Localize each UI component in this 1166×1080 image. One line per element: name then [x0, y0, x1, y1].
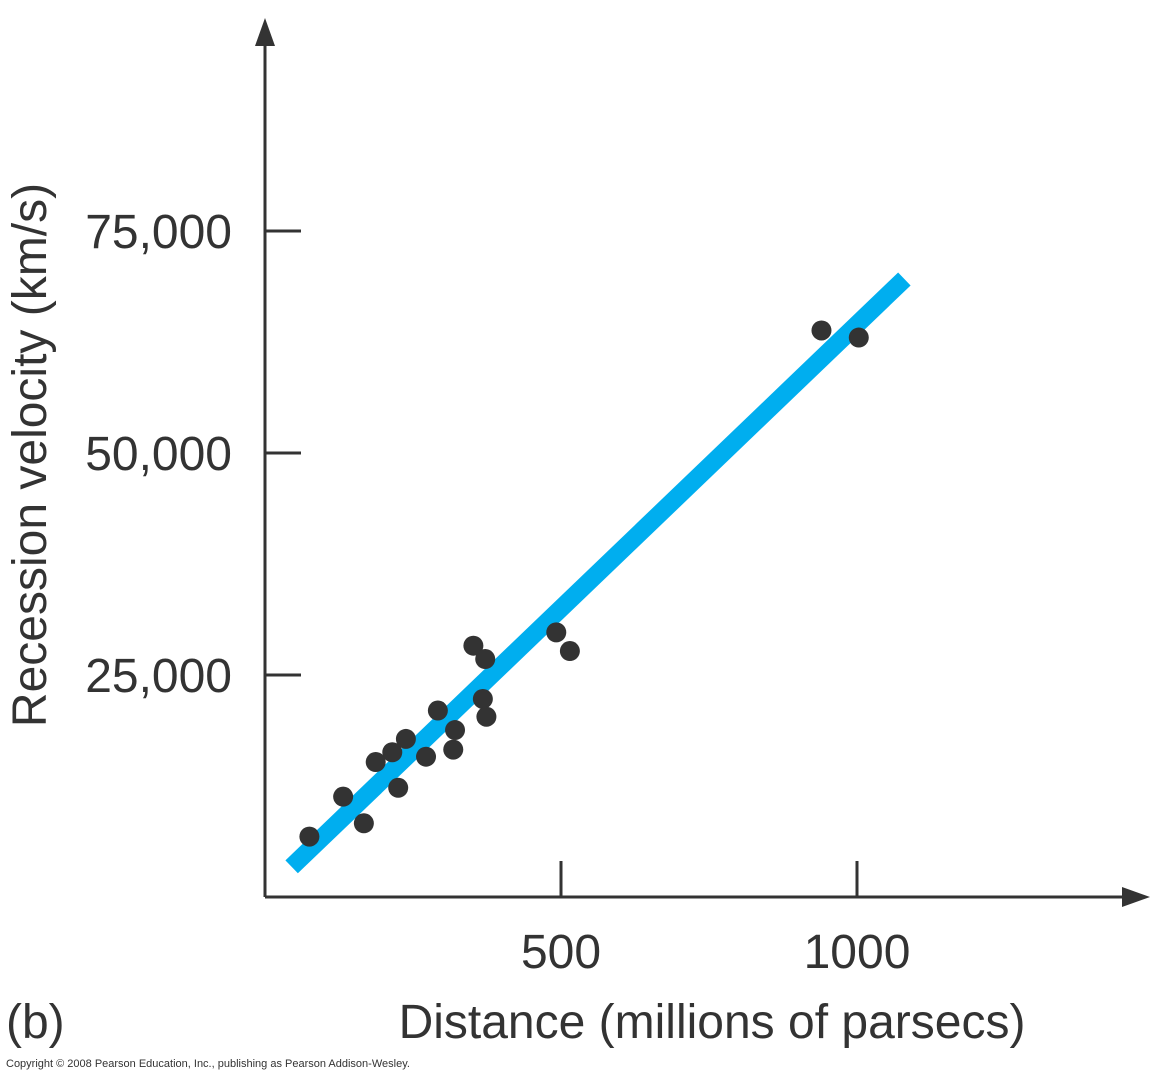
axes-layer	[255, 18, 1150, 907]
data-point-18	[811, 320, 832, 341]
data-point-5	[382, 742, 403, 763]
data-point-19	[848, 327, 869, 348]
x-tick-label-2: 1000	[804, 926, 911, 979]
data-point-10	[443, 739, 464, 760]
data-point-7	[395, 728, 416, 749]
y-tick-label-2: 50,000	[85, 428, 232, 481]
data-point-4	[365, 752, 386, 773]
data-point-8	[416, 746, 437, 767]
copyright-notice: Copyright © 2008 Pearson Education, Inc.…	[6, 1058, 410, 1070]
fit-line-layer	[285, 272, 911, 874]
best-fit-line	[285, 272, 911, 874]
data-point-9	[427, 700, 448, 721]
data-point-13	[472, 688, 493, 709]
x-tick-label-1: 500	[521, 926, 601, 979]
data-point-3	[353, 813, 374, 834]
data-point-6	[388, 777, 409, 798]
panel-label: (b)	[6, 996, 65, 1049]
data-point-12	[463, 635, 484, 656]
data-point-14	[475, 649, 496, 670]
y-axis-title: Recession velocity (km/s)	[4, 183, 57, 727]
data-point-11	[445, 720, 466, 741]
data-points-layer	[299, 320, 869, 847]
data-point-1	[299, 826, 320, 847]
x-axis-title: Distance (millions of parsecs)	[399, 996, 1026, 1049]
data-point-2	[333, 786, 354, 807]
y-tick-label-1: 25,000	[85, 650, 232, 703]
data-point-17	[559, 641, 580, 662]
x-axis-arrow-icon	[1122, 887, 1150, 907]
labels-layer: 25,000 50,000 75,000 500 1000 Distance (milli…	[4, 183, 1025, 1049]
data-point-15	[476, 706, 497, 727]
data-point-16	[546, 622, 567, 643]
y-axis-arrow-icon	[255, 18, 275, 46]
y-tick-label-3: 75,000	[85, 206, 232, 259]
